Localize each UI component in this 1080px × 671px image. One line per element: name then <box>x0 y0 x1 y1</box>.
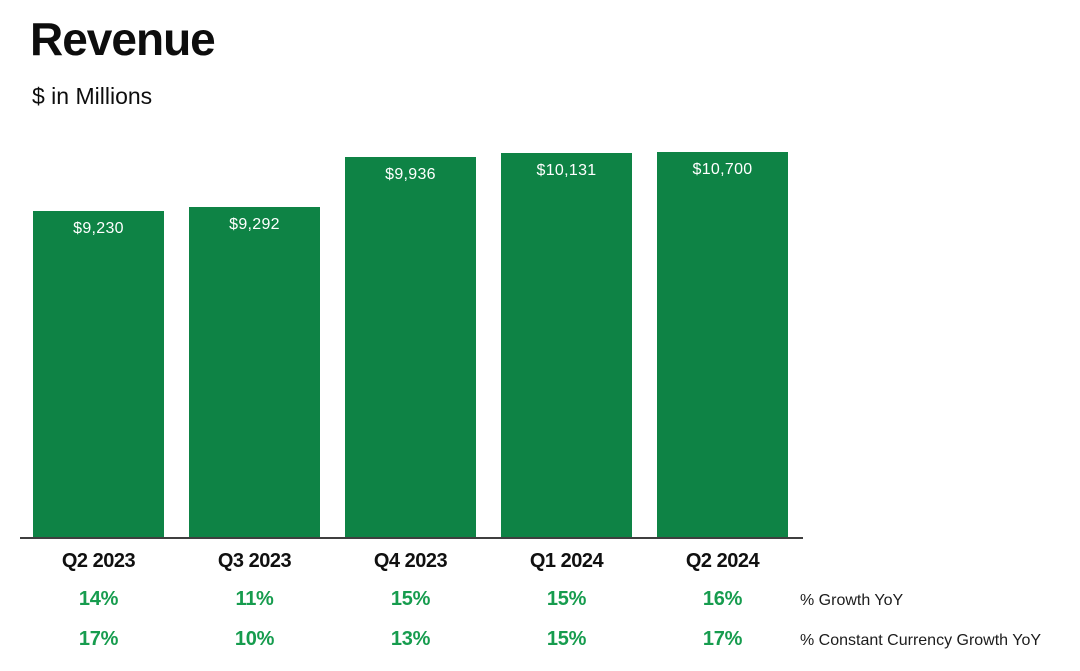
constant-currency-growth-value: 15% <box>546 628 587 650</box>
x-axis-line <box>20 537 803 539</box>
growth-yoy-value: 16% <box>702 588 743 610</box>
bar-value-label: $10,131 <box>536 162 597 179</box>
x-axis-label: Q2 2023 <box>61 550 136 572</box>
constant-currency-growth-row: 17% 10% 13% 15% 17% <box>20 628 803 654</box>
growth-yoy-value: 11% <box>235 588 274 610</box>
growth-yoy-row: 14% 11% 15% 15% 16% <box>20 588 803 614</box>
constant-currency-growth-value: 17% <box>702 628 743 650</box>
growth-yoy-row-label: % Growth YoY <box>800 592 904 609</box>
constant-currency-growth-value: 10% <box>234 628 275 650</box>
chart-title: Revenue <box>30 13 216 65</box>
bar-value-label: $10,700 <box>692 161 753 178</box>
bar-chart-plot-area: $9,230 $9,292 $9,936 $10,131 $10,700 <box>20 152 803 539</box>
x-axis-label: Q3 2023 <box>217 550 292 572</box>
revenue-bar-q2-2023: $9,230 <box>33 211 164 537</box>
chart-subtitle: $ in Millions <box>32 83 153 109</box>
revenue-bar-q4-2023: $9,936 <box>345 157 476 537</box>
revenue-bar-q2-2024: $10,700 <box>657 152 788 537</box>
bar-value-label: $9,230 <box>73 220 124 237</box>
x-axis-label: Q1 2024 <box>529 550 604 572</box>
x-axis-label: Q4 2023 <box>373 550 448 572</box>
bar-value-label: $9,292 <box>229 216 280 233</box>
growth-yoy-value: 15% <box>546 588 587 610</box>
x-axis-label: Q2 2024 <box>685 550 760 572</box>
revenue-bar-q3-2023: $9,292 <box>189 207 320 537</box>
constant-currency-growth-value: 17% <box>78 628 119 650</box>
growth-yoy-value: 15% <box>390 588 431 610</box>
revenue-bar-q1-2024: $10,131 <box>501 153 632 537</box>
x-axis-labels-row: Q2 2023 Q3 2023 Q4 2023 Q1 2024 Q2 2024 <box>20 550 803 576</box>
growth-yoy-value: 14% <box>78 588 119 610</box>
bar-value-label: $9,936 <box>385 166 436 183</box>
constant-currency-row-label: % Constant Currency Growth YoY <box>800 632 1042 649</box>
constant-currency-growth-value: 13% <box>390 628 431 650</box>
